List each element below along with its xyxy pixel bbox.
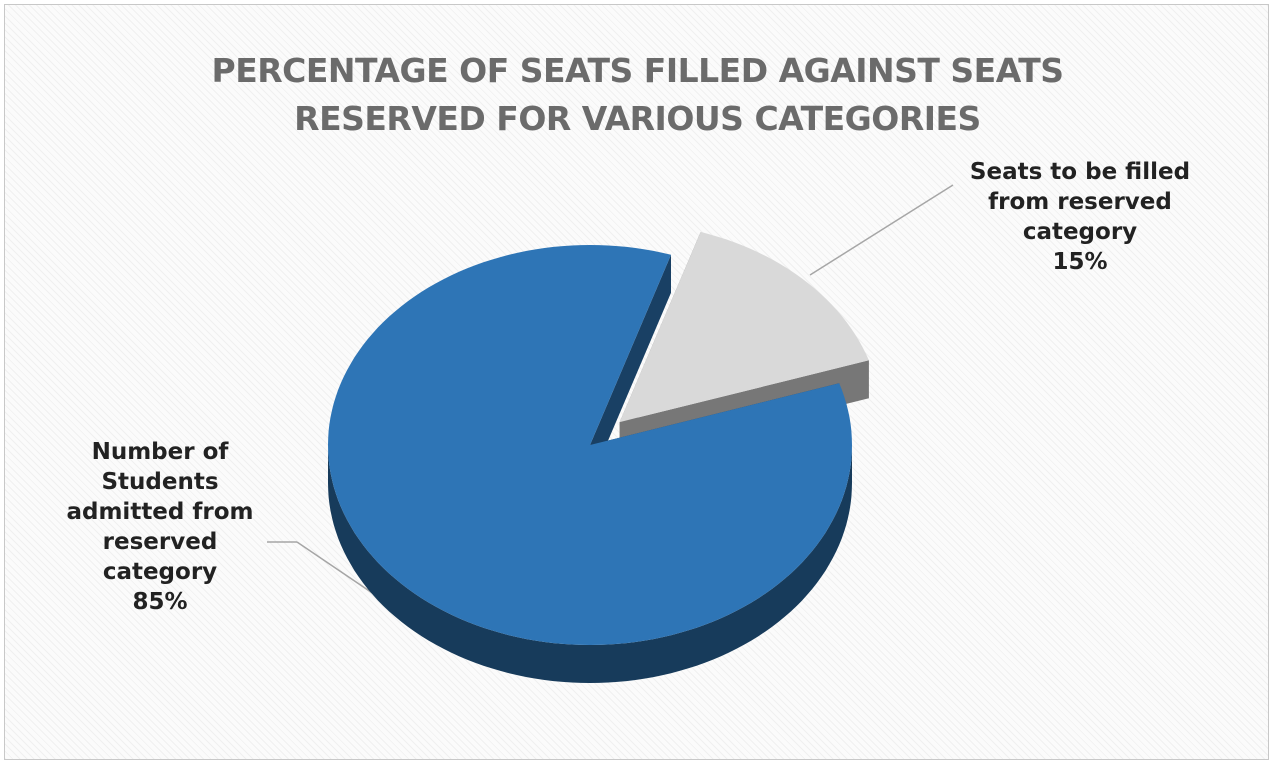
value-label: 15% (1052, 249, 1108, 275)
slice-edge (590, 254, 671, 483)
pie-plot (267, 184, 954, 683)
leader-line (809, 184, 954, 276)
chart: PERCENTAGE OF SEATS FILLED AGAINST SEATS… (4, 4, 1269, 760)
chart-title: PERCENTAGE OF SEATS FILLED AGAINST SEATS… (211, 51, 1064, 138)
slice-side (328, 445, 852, 683)
pie-slice (328, 245, 852, 683)
data-label: Number of Students admitted from reserve… (55, 437, 265, 617)
data-label: Seats to be filled from reserved categor… (960, 157, 1200, 277)
category-label: Number of Students admitted from reserve… (66, 439, 254, 585)
title-box: PERCENTAGE OF SEATS FILLED AGAINST SEATS… (5, 47, 1270, 143)
slice-top (328, 245, 852, 645)
value-label: 85% (132, 589, 188, 615)
category-label: Seats to be filled from reserved categor… (969, 159, 1191, 245)
slice-top (619, 231, 869, 423)
